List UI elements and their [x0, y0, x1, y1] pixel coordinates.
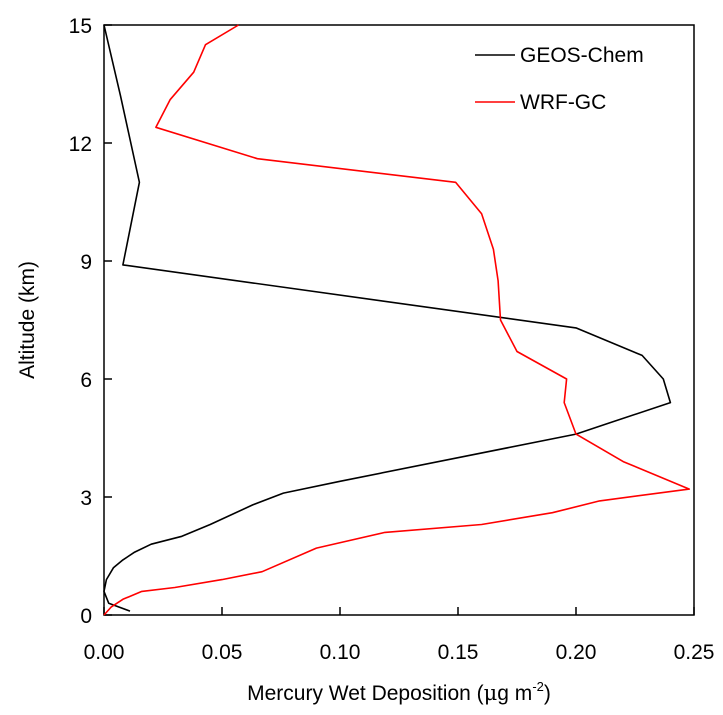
x-tick-label: 0.10: [320, 641, 361, 664]
x-tick-label: 0.25: [674, 641, 715, 664]
x-tick-label: 0.00: [84, 641, 125, 664]
plot-frame: [103, 24, 695, 616]
x-tick-label: 0.15: [438, 641, 479, 664]
x-axis-title: Mercury Wet Deposition (μg m-2): [247, 679, 551, 705]
y-tick-label: 0: [80, 605, 92, 628]
y-axis-ticks: 0 3 6 9 12 15: [69, 15, 112, 628]
y-tick-label: 12: [69, 133, 92, 156]
series-line-wrf-gc: [103, 24, 691, 616]
legend-label-wrf-gc: WRF-GC: [520, 91, 606, 114]
y-tick-label: 6: [80, 369, 92, 392]
legend-label-geos-chem: GEOS-Chem: [520, 44, 644, 67]
x-tick-label: 0.20: [556, 641, 597, 664]
legend: GEOS-Chem WRF-GC: [475, 44, 644, 114]
series-layer: [103, 24, 691, 616]
y-tick-label: 9: [80, 251, 92, 274]
x-axis-ticks: 0.00 0.05 0.10 0.15 0.20 0.25: [84, 607, 715, 664]
y-tick-label: 15: [69, 15, 92, 38]
y-axis-title: Altitude (km): [16, 261, 39, 379]
y-tick-label: 3: [80, 487, 92, 510]
x-tick-label: 0.05: [202, 641, 243, 664]
